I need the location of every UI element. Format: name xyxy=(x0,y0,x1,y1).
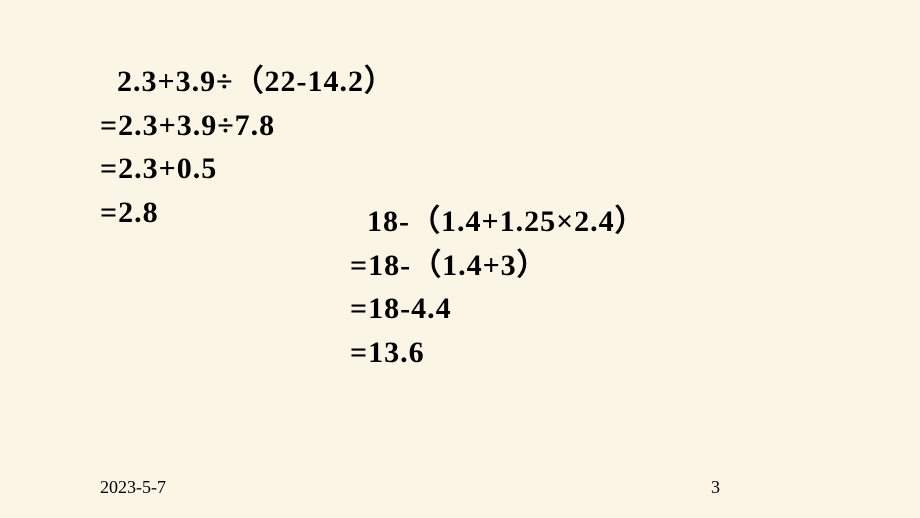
problem-2-line-3: =18-4.4 xyxy=(350,287,646,331)
problem-1-line-1: 2.3+3.9÷（22-14.2） xyxy=(100,60,860,104)
problem-2-line-2: =18-（1.4+3） xyxy=(350,244,646,288)
footer-date: 2023-5-7 xyxy=(100,477,166,498)
problem-2: 18-（1.4+1.25×2.4） =18-（1.4+3） =18-4.4 =1… xyxy=(350,200,646,374)
slide-content: 2.3+3.9÷（22-14.2） =2.3+3.9÷7.8 =2.3+0.5 … xyxy=(100,60,860,234)
problem-1-line-3: =2.3+0.5 xyxy=(100,147,860,191)
footer-page-number: 3 xyxy=(711,477,720,498)
problem-2-line-4: =13.6 xyxy=(350,331,646,375)
problem-1-line-2: =2.3+3.9÷7.8 xyxy=(100,104,860,148)
problem-2-line-1: 18-（1.4+1.25×2.4） xyxy=(350,200,646,244)
